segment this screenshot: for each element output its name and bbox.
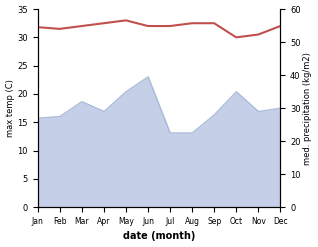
X-axis label: date (month): date (month) <box>123 231 195 242</box>
Y-axis label: med. precipitation (kg/m2): med. precipitation (kg/m2) <box>303 52 313 165</box>
Y-axis label: max temp (C): max temp (C) <box>5 79 15 137</box>
